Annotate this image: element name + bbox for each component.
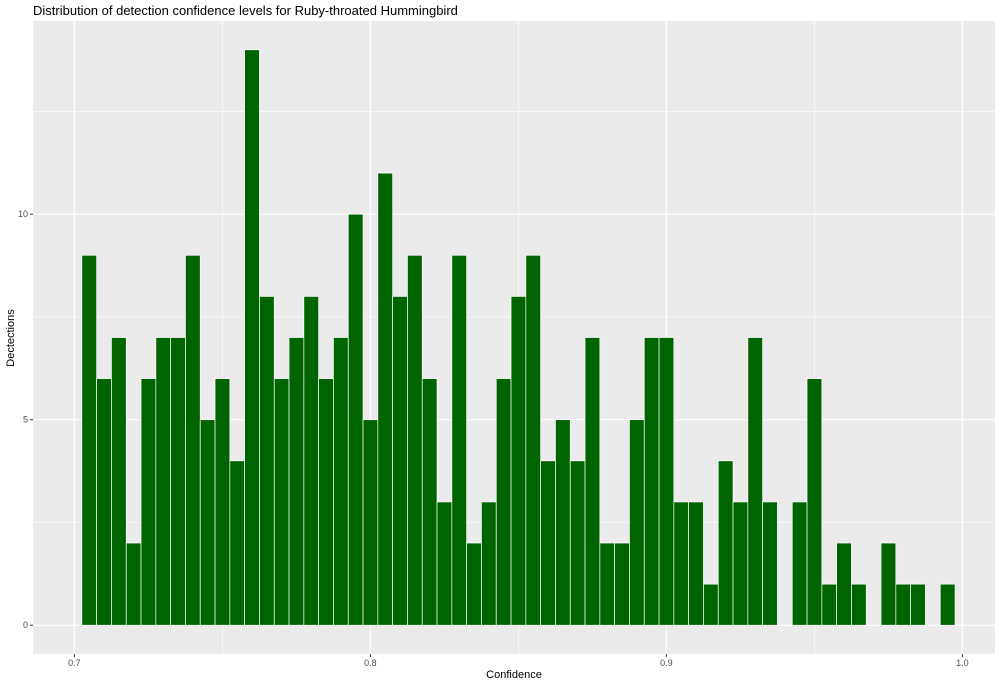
histogram-bar [111,337,127,626]
x-tick-label: 0.7 [68,658,81,668]
histogram-bar [629,419,645,626]
histogram-bar [288,337,305,626]
histogram-bar [451,254,467,626]
histogram-bar [466,542,482,626]
histogram-bar [599,542,615,626]
x-tick-label: 0.8 [364,658,377,668]
histogram-bar [199,419,216,626]
y-axis: 0 5 10 [18,209,33,630]
histogram-bar [155,337,171,626]
histogram-bar [806,378,823,626]
histogram-bar [791,501,808,626]
histogram-bar [214,378,231,626]
histogram-bar [125,542,142,626]
chart-title: Distribution of detection confidence lev… [33,3,458,18]
histogram-bar [170,337,186,626]
x-tick-label: 0.9 [660,658,673,668]
histogram-bar [273,378,290,626]
histogram-bar [362,419,379,626]
histogram-bar [673,501,689,626]
x-tick-label: 1.0 [956,658,969,668]
bars [81,49,956,626]
histogram-bar [333,337,349,626]
histogram-bar [555,419,571,626]
y-tick-label: 10 [18,209,28,219]
histogram-bar [747,337,763,626]
histogram-bar [525,254,541,626]
histogram-bar [96,378,112,626]
histogram-bar [643,337,660,626]
histogram-bar [939,583,956,626]
histogram-bar [81,254,97,626]
histogram-bar [140,378,157,626]
histogram-bar [229,460,245,626]
histogram-bar [910,583,926,626]
histogram-bar [377,172,393,626]
x-axis-title: Confidence [486,669,542,681]
histogram-bar [851,583,867,626]
histogram-bar [481,501,497,626]
histogram-bar [244,49,260,626]
y-axis-title: Dectections [5,309,17,367]
y-tick-label: 5 [23,415,28,425]
histogram-bar [880,542,897,626]
histogram-bar [688,501,704,626]
histogram-bar [421,378,438,626]
histogram-bar [762,501,778,626]
histogram-bar [540,460,556,626]
histogram-bar [836,542,852,626]
x-axis: 0.7 0.8 0.9 1.0 [68,654,969,668]
histogram-bar [347,213,364,626]
histogram-bar [703,583,719,626]
histogram-bar [614,542,630,626]
histogram-bar [436,501,453,626]
histogram-bar [821,583,837,626]
histogram-bar [584,337,601,626]
histogram-bar [259,296,275,626]
histogram-bar [510,296,527,626]
histogram-bar [303,296,319,626]
histogram-bar [495,378,512,626]
histogram-bar [895,583,911,626]
histogram-bar [392,296,408,626]
histogram-bar [318,378,334,626]
histogram-bar [569,460,586,626]
histogram-bar [658,337,675,626]
histogram-bar [732,501,749,626]
histogram-bar [717,460,734,626]
histogram-bar [407,254,423,626]
y-tick-label: 0 [23,620,28,630]
histogram-bar [185,254,201,626]
